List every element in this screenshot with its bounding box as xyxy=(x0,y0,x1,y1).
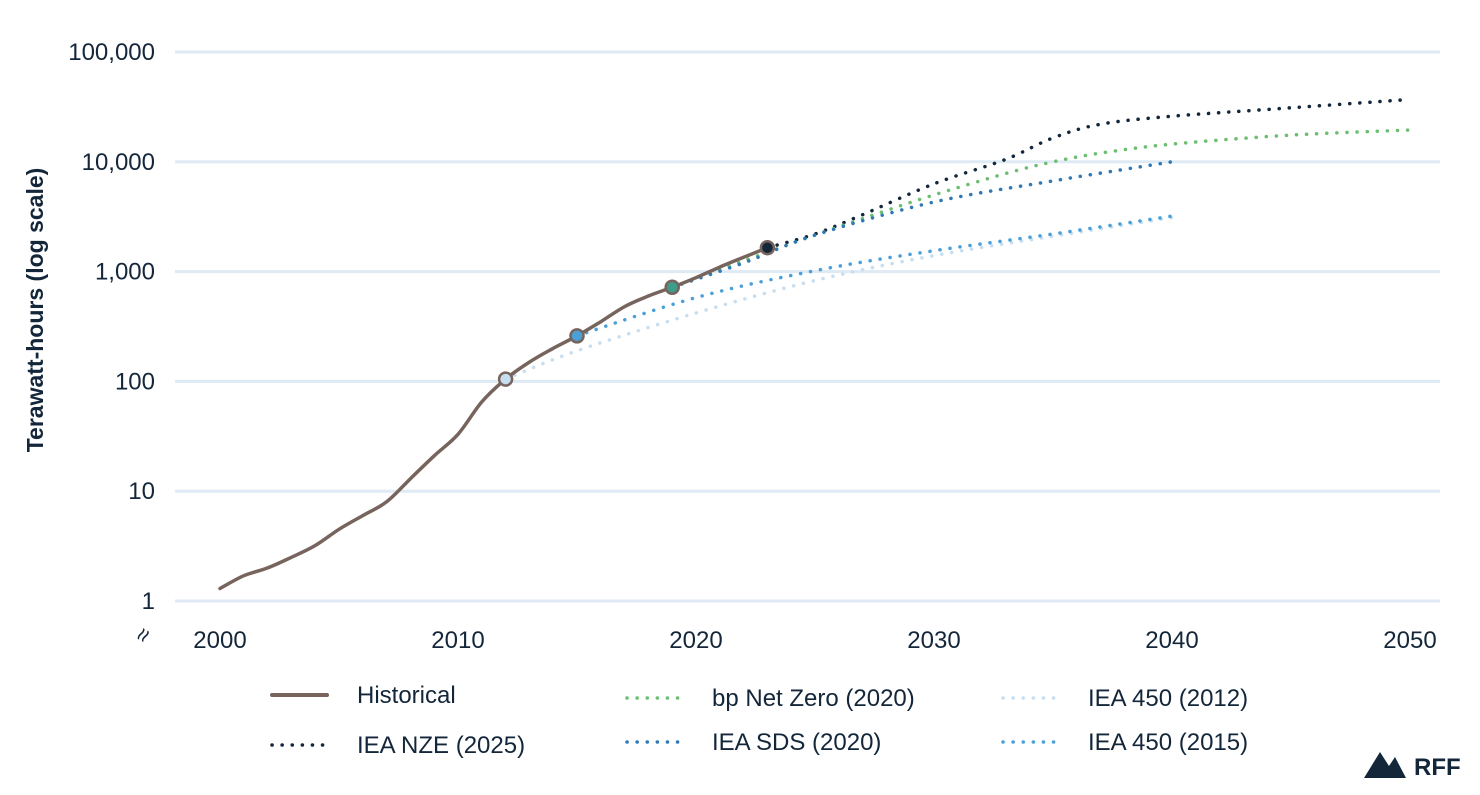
series-marker-2015 xyxy=(569,328,585,344)
rff-logo-text: RFF xyxy=(1414,754,1461,781)
series-start-markers xyxy=(497,239,776,387)
series-lines xyxy=(218,97,1412,591)
x-tick-label: 2020 xyxy=(669,627,722,654)
legend-item-bp-net-zero-2020: bp Net Zero (2020) xyxy=(625,685,915,712)
series-line-iea-450-2012 xyxy=(503,215,1174,381)
legend-label: IEA SDS (2020) xyxy=(712,729,881,756)
legend-label: IEA 450 (2015) xyxy=(1088,729,1248,756)
series-line-bp-net-zero-2020 xyxy=(670,128,1412,290)
y-tick-label: 100 xyxy=(115,368,155,395)
series-marker-2012 xyxy=(497,371,514,387)
legend-item-iea-450-2012: IEA 450 (2012) xyxy=(1001,685,1248,712)
legend-item-historical: Historical xyxy=(270,682,456,709)
legend: Historical IEA NZE (2025) bp Net Zero (202… xyxy=(270,682,1248,759)
legend-label: IEA 450 (2012) xyxy=(1088,685,1248,712)
series-marker-2023 xyxy=(759,239,776,256)
x-tick-label: 2000 xyxy=(193,627,246,654)
x-tick-label: 2040 xyxy=(1145,627,1198,654)
legend-label: IEA NZE (2025) xyxy=(357,732,525,759)
rff-logo: RFF xyxy=(1364,752,1461,781)
y-tick-label: 1,000 xyxy=(95,259,155,286)
legend-label: bp Net Zero (2020) xyxy=(712,685,915,712)
x-tick-label: 2010 xyxy=(431,627,484,654)
series-marker-2019 xyxy=(664,279,680,296)
y-tick-label: 1 xyxy=(142,588,155,615)
series-line-iea-nze-2025 xyxy=(765,97,1412,250)
y-tick-label: 10,000 xyxy=(82,149,155,176)
gridlines xyxy=(175,50,1440,603)
legend-label: Historical xyxy=(357,682,456,709)
series-line-iea-450-2015 xyxy=(575,214,1174,338)
x-tick-label: 2030 xyxy=(907,627,960,654)
y-tick-label: 10 xyxy=(128,478,155,505)
y-tick-label: 100,000 xyxy=(68,39,155,66)
axis-break-symbol: ≈ xyxy=(129,623,159,648)
x-tick-label: 2050 xyxy=(1383,627,1436,654)
series-line-historical xyxy=(218,245,770,591)
y-axis-tick-labels: 1 10 100 1,000 10,000 100,000 xyxy=(68,39,155,615)
series-line-iea-sds-2020 xyxy=(670,160,1174,290)
x-axis-tick-labels: 2000 2010 2020 2030 2040 2050 xyxy=(193,627,1436,654)
legend-item-iea-sds-2020: IEA SDS (2020) xyxy=(625,729,881,756)
legend-item-iea-450-2015: IEA 450 (2015) xyxy=(1001,729,1248,756)
legend-item-iea-nze-2025: IEA NZE (2025) xyxy=(270,732,525,759)
rff-mountain-icon xyxy=(1364,752,1406,778)
y-axis-title: Terawatt-hours (log scale) xyxy=(22,168,48,453)
